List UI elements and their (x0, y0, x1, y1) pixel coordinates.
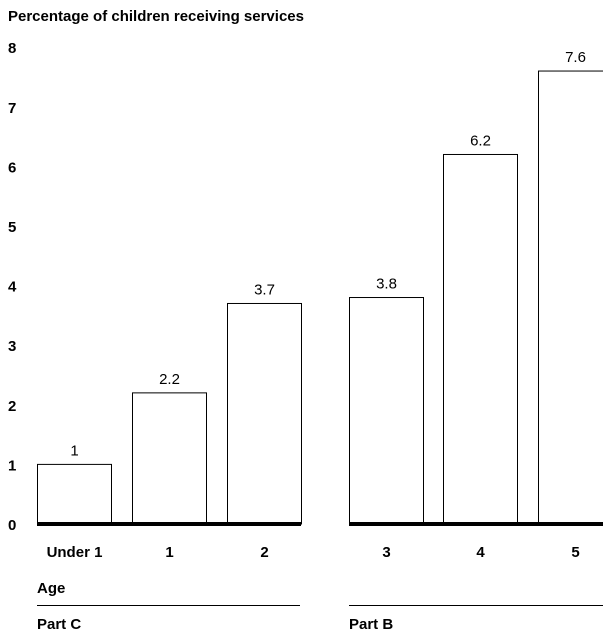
bar (349, 297, 424, 525)
y-tick-label: 3 (8, 338, 16, 355)
data-label: 3.7 (254, 281, 275, 298)
data-label: 3.8 (376, 276, 397, 293)
y-tick-label: 0 (8, 517, 16, 534)
y-tick-label: 6 (8, 159, 16, 176)
x-tick-label: 3 (382, 544, 390, 561)
bar (538, 70, 603, 525)
y-tick-label: 4 (8, 279, 17, 296)
baselines (37, 522, 603, 526)
baseline (349, 522, 603, 526)
data-label: 6.2 (470, 132, 491, 149)
x-tick-label: 4 (476, 544, 485, 561)
y-tick-label: 5 (8, 219, 16, 236)
bars: 1 2.2 3.7 3.8 6.2 7.6 (37, 49, 603, 525)
y-tick-label: 8 (8, 40, 16, 57)
y-axis-ticks: 0 1 2 3 4 5 6 7 8 (8, 40, 17, 534)
y-tick-label: 1 (8, 457, 16, 474)
x-tick-label: 2 (260, 544, 268, 561)
x-tick-label: 5 (571, 544, 579, 561)
x-tick-label: Under 1 (47, 544, 103, 561)
y-axis-title: Percentage of children receiving service… (8, 8, 304, 25)
group-label: Part C (37, 616, 81, 633)
bar (37, 463, 112, 525)
x-tick-label: 1 (165, 544, 173, 561)
data-label: 2.2 (159, 371, 180, 388)
x-axis-title: Age (37, 580, 65, 597)
data-label: 1 (70, 442, 78, 459)
group-labels: Part C Part B (37, 605, 603, 633)
baseline (37, 522, 301, 526)
y-tick-label: 7 (8, 100, 16, 117)
data-label: 7.6 (565, 49, 586, 66)
bar (227, 302, 302, 525)
bar (132, 392, 207, 525)
x-axis-ticks: Under 1 1 2 3 4 5 (47, 544, 580, 561)
group-label: Part B (349, 616, 393, 633)
y-tick-label: 2 (8, 398, 16, 415)
bar (443, 153, 518, 525)
